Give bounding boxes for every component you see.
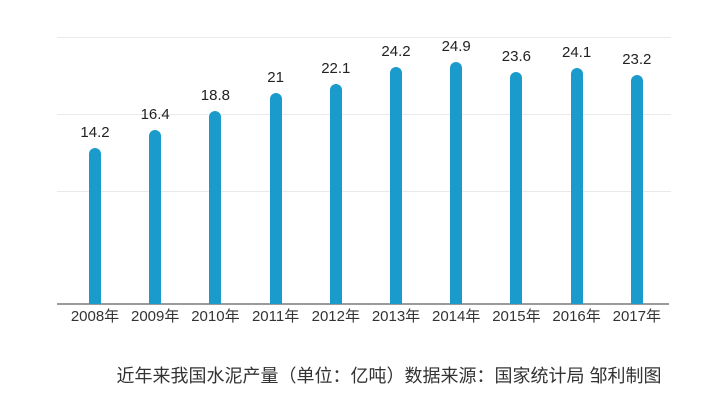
bar-2013年 xyxy=(390,67,402,304)
bar-2017年 xyxy=(630,75,643,304)
x-axis-label: 2013年 xyxy=(371,308,421,325)
bar-value-label: 22.1 xyxy=(321,60,351,78)
x-axis-label: 2012年 xyxy=(311,308,360,325)
bar-value-label: 23.6 xyxy=(501,48,531,66)
bar-2014年 xyxy=(450,61,463,304)
bar-value-label: 24.2 xyxy=(381,43,411,61)
bar-value-label: 21 xyxy=(267,69,284,87)
x-axis-line xyxy=(57,303,669,305)
bar-2016年 xyxy=(570,68,583,304)
x-axis-label: 2014年 xyxy=(432,308,481,325)
bar-2012年 xyxy=(329,84,342,304)
bar-2015年 xyxy=(510,72,523,304)
gridline xyxy=(57,37,671,38)
x-axis-label: 2009年 xyxy=(131,308,180,325)
bar-2010年 xyxy=(209,110,222,304)
x-axis-label: 2017年 xyxy=(612,308,661,325)
gridline xyxy=(57,114,671,115)
bar-value-label: 23.2 xyxy=(622,51,652,69)
bar-2008年 xyxy=(89,148,101,304)
bar-value-label: 24.1 xyxy=(561,44,592,62)
bar-2011年 xyxy=(269,93,282,304)
bar-value-label: 16.4 xyxy=(140,106,170,124)
bar-value-label: 14.2 xyxy=(80,124,110,142)
x-axis-label: 2011年 xyxy=(251,308,300,325)
chart-caption: 近年来我国水泥产量（单位：亿吨）数据来源：国家统计局 邹利制图 xyxy=(116,366,662,386)
x-axis-label: 2010年 xyxy=(191,308,240,325)
gridline xyxy=(57,191,671,192)
bar-value-label: 18.8 xyxy=(200,86,230,104)
x-axis-label: 2015年 xyxy=(492,308,541,325)
bar-value-label: 24.9 xyxy=(441,37,471,55)
x-axis-label: 2008年 xyxy=(70,308,120,325)
bar-2009年 xyxy=(149,130,162,304)
x-axis-label: 2016年 xyxy=(552,308,601,325)
